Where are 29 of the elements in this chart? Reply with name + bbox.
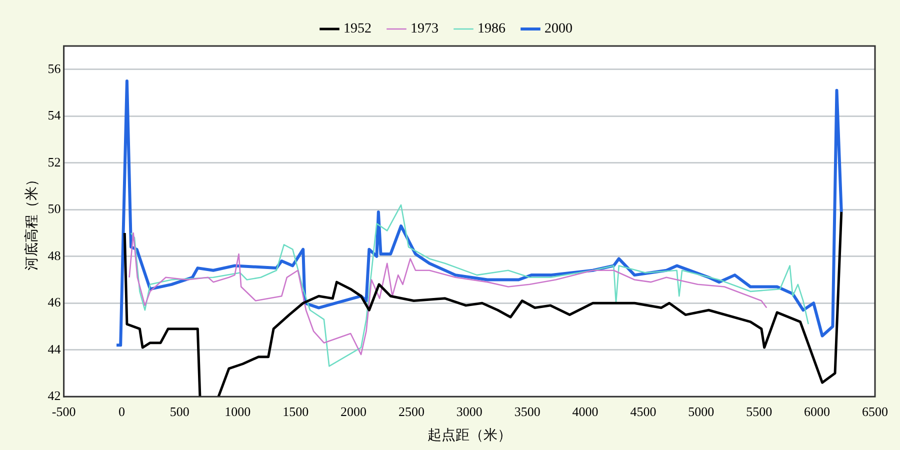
y-tick-label: 48: [48, 248, 61, 263]
x-tick-label: 4000: [572, 404, 598, 419]
y-tick-label: 44: [48, 341, 62, 356]
x-tick-label: 500: [170, 404, 190, 419]
x-tick-label: 6500: [862, 404, 888, 419]
x-tick-label: 0: [118, 404, 125, 419]
x-axis-title: 起点距（米）: [427, 427, 512, 444]
x-tick-label: 4500: [630, 404, 656, 419]
y-tick-label: 56: [48, 60, 62, 76]
y-tick-label: 54: [48, 108, 62, 123]
x-tick-label: 1000: [224, 404, 251, 419]
x-tick-label: 5500: [746, 404, 772, 419]
y-tick-label: 42: [48, 388, 61, 404]
legend-label: 1986: [478, 22, 506, 37]
y-tick-label: 52: [48, 154, 61, 170]
legend-label: 2000: [544, 22, 572, 37]
y-tick-label: 50: [48, 201, 61, 216]
x-tick-label: 3500: [514, 404, 540, 419]
y-axis-title: 河底高程（米）: [24, 172, 40, 270]
x-tick-label: -500: [52, 404, 76, 419]
x-tick-label: 6000: [804, 404, 830, 419]
x-tick-label: 3000: [456, 404, 482, 419]
x-tick-label: 5000: [688, 404, 714, 419]
y-tick-label: 46: [48, 294, 62, 310]
legend-label: 1952: [344, 22, 372, 37]
x-tick-label: 1500: [282, 404, 309, 419]
x-tick-label: 2500: [398, 404, 424, 419]
x-tick-label: 2000: [340, 404, 367, 419]
legend-label: 1973: [410, 22, 438, 37]
